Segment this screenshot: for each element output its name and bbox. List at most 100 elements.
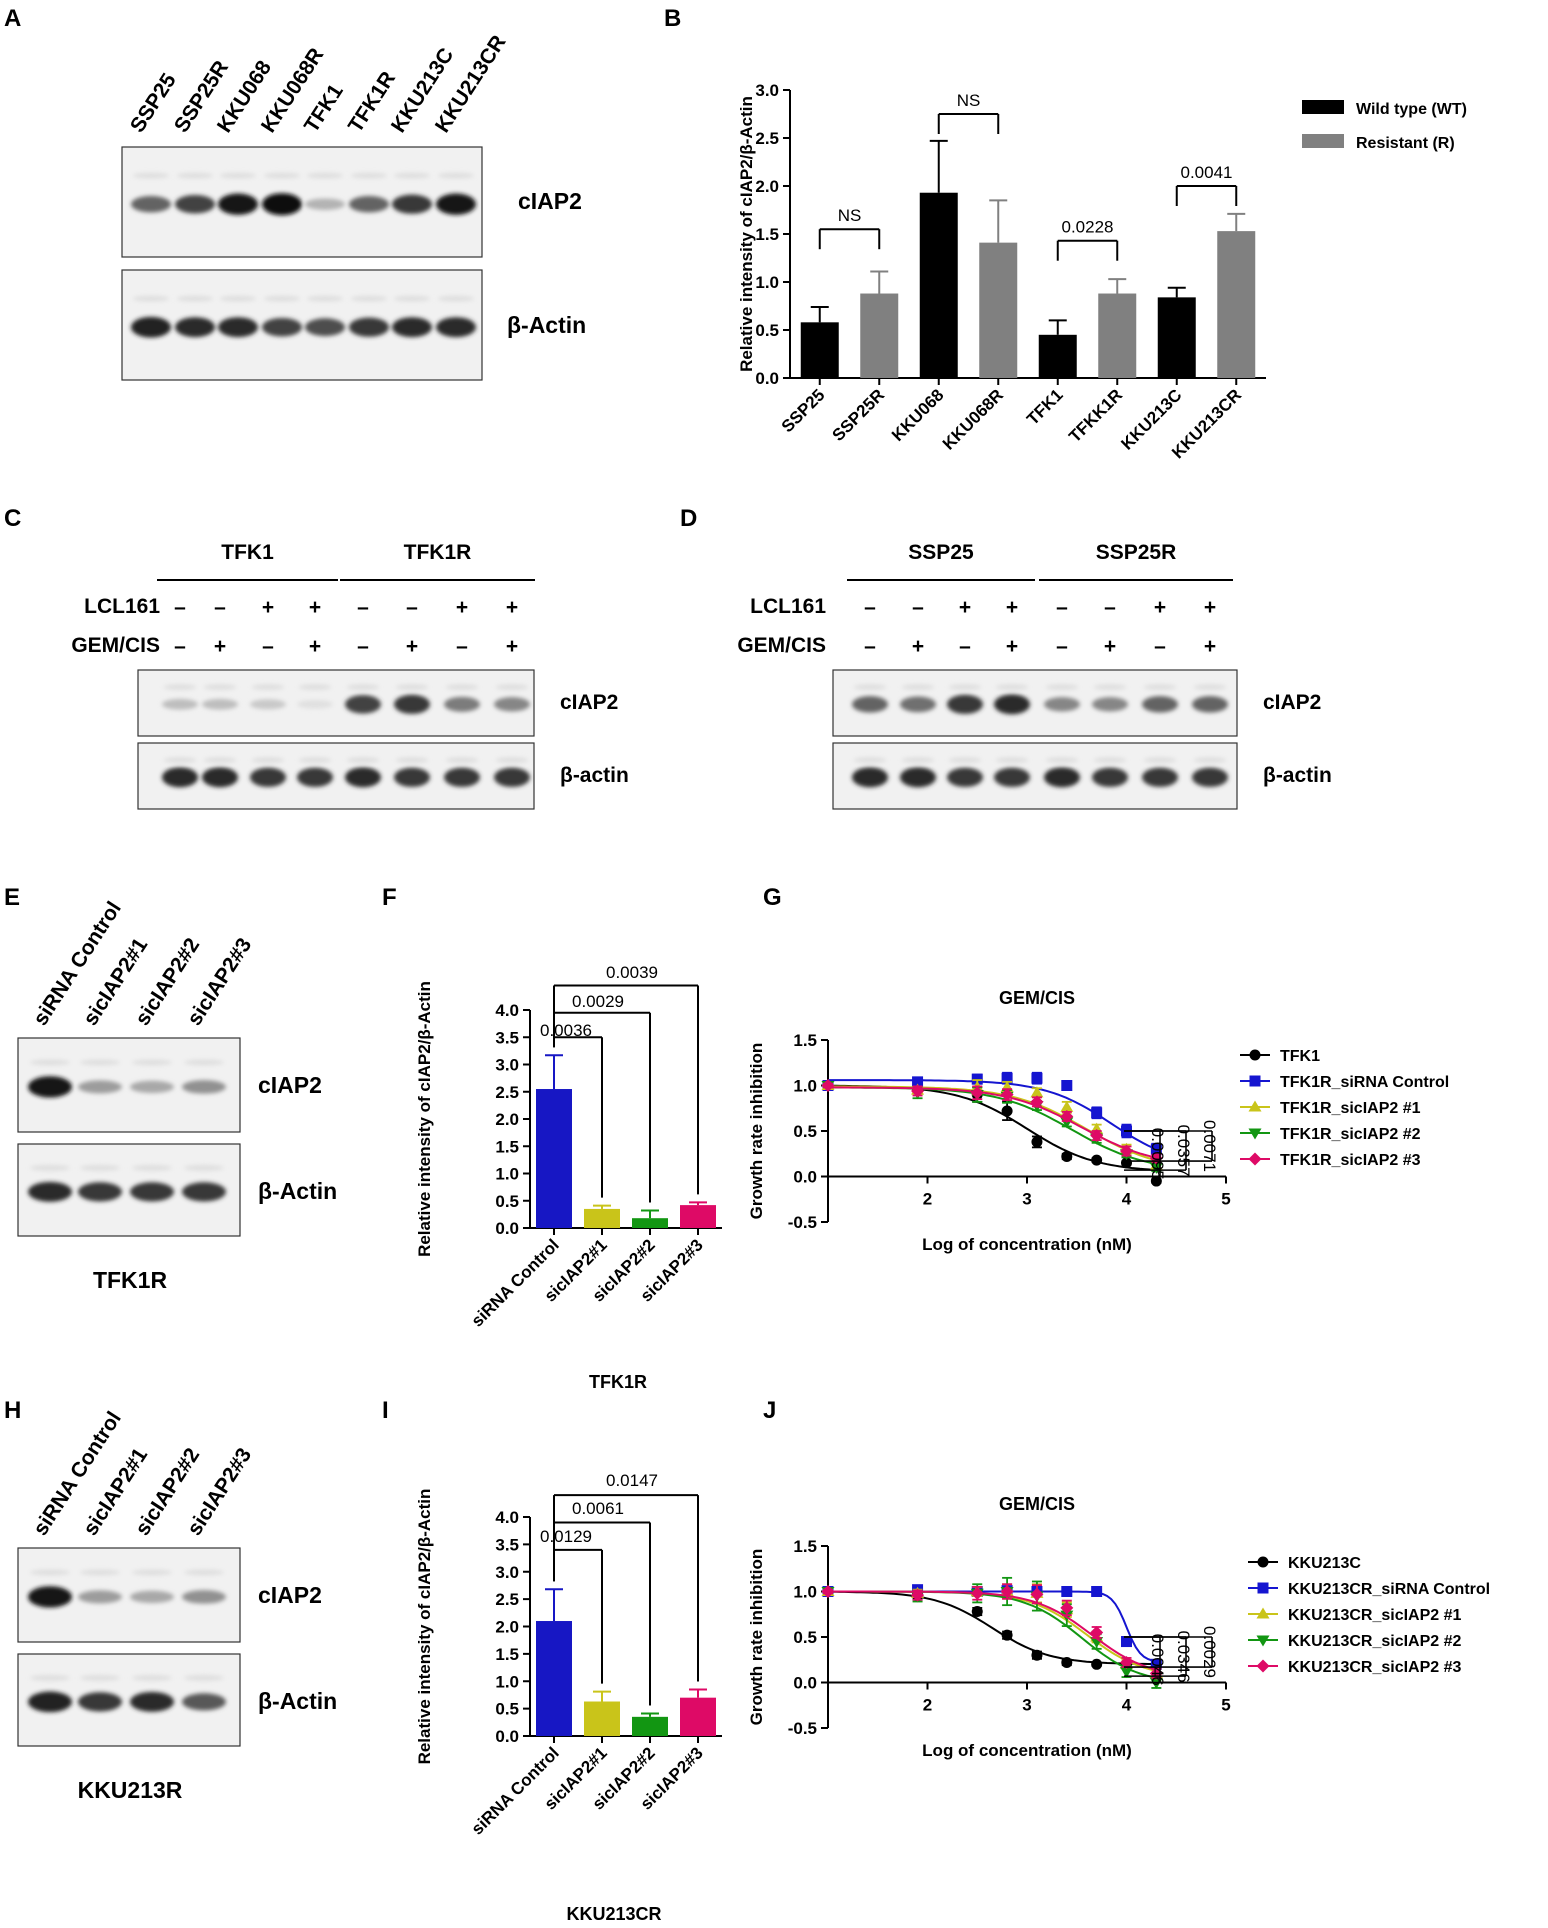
blot-d-cond-label-0: LCL161	[750, 595, 826, 618]
chart-f-comparison-label-2: 0.0039	[606, 963, 658, 982]
blot-a-actin-faint-5	[350, 295, 388, 302]
blot-d-actin-band-6	[1142, 767, 1178, 787]
blot-c-cIAP2-band-7	[494, 697, 530, 712]
chart-i-y-tick-label: 3.5	[495, 1535, 519, 1554]
chart-i-y-tick-label: 3.0	[495, 1563, 519, 1582]
chart-j-point-4-5	[1060, 1601, 1074, 1615]
blot-c-cIAP2-band-6	[444, 696, 480, 712]
chart-j-point-3-7	[1120, 1667, 1133, 1679]
blot-e-cIAP2-faint-1	[80, 1059, 120, 1066]
blot-a-cIAP2-bands	[131, 172, 476, 216]
chart-f-bar-1	[584, 1208, 620, 1228]
chart-j-point-1-6	[1091, 1586, 1103, 1597]
chart-i-y-tick-label: 0.0	[495, 1727, 519, 1746]
chart-j-x-tick-label: 2	[923, 1696, 932, 1715]
blot-h-cIAP2	[17, 1547, 241, 1643]
chart-j-fit-curve-2	[828, 1590, 1157, 1672]
chart-g-x-axis-label: Log of concentration (nM)	[922, 1235, 1132, 1254]
blot-h-caption: KKU213R	[78, 1777, 183, 1803]
blot-c-gemcis-sign: +	[214, 635, 226, 658]
blot-d-actin-faint-5	[1093, 757, 1127, 764]
chart-j-legend-label-2: KKU213CR_sicIAP2 #1	[1288, 1607, 1462, 1624]
chart-j-y-tick-label: 0.5	[793, 1628, 817, 1647]
chart-f-y-tick-label: 4.0	[495, 1001, 519, 1020]
chart-j-bracket-label-1: 0.0346	[1174, 1631, 1193, 1683]
chart-i-y-tick-label: 4.0	[495, 1508, 519, 1527]
blot-c-cIAP2-faint-0	[163, 684, 197, 691]
blot-d-actin-faint-4	[1045, 757, 1079, 764]
blot-c-cIAP2-band-0	[162, 698, 198, 710]
blot-a-actin-band-6	[392, 317, 432, 338]
chart-b-legend-swatch-0	[1302, 100, 1344, 114]
chart-j-bracket-label-2: 0.0029	[1200, 1626, 1219, 1678]
blot-c-cIAP2-band-5	[394, 694, 430, 714]
blot-c-actin-label: β-actin	[560, 764, 629, 787]
chart-j-point-4-0	[821, 1585, 835, 1598]
blot-d-gemcis-sign: –	[1056, 635, 1068, 658]
chart-g-point-1-2	[971, 1073, 983, 1085]
blot-a-actin-faint-2	[219, 295, 257, 302]
chart-f-y-tick-label: 1.5	[495, 1137, 519, 1156]
blot-c-actin-faint-1	[203, 757, 237, 764]
blot-d-cIAP2-bands	[852, 684, 1228, 715]
blot-a-cIAP2-faint-0	[132, 172, 170, 179]
chart-g-y-tick-label: -0.5	[788, 1213, 817, 1232]
chart-f-y-tick-label: 2.5	[495, 1083, 519, 1102]
chart-g-y-tick-label: 1.0	[793, 1077, 817, 1096]
chart-g-legend-label-0: TFK1	[1280, 1048, 1320, 1065]
chart-j-y-tick-label: 1.0	[793, 1583, 817, 1602]
chart-j-legend-label-0: KKU213C	[1288, 1555, 1361, 1572]
chart-f-y-tick-label: 1.0	[495, 1165, 519, 1184]
blot-c-lcl161-sign: +	[506, 596, 518, 619]
chart-j-point-4-6	[1090, 1625, 1104, 1639]
chart-j-point-1-7	[1121, 1636, 1132, 1648]
chart-j-legend-label-1: KKU213CR_siRNA Control	[1288, 1581, 1490, 1598]
chart-b-legend-swatch-1	[1302, 134, 1344, 148]
chart-g-x-tick-label: 5	[1221, 1190, 1230, 1209]
panel-letter-j: J	[763, 1397, 776, 1424]
chart-b-bar-7	[1217, 231, 1256, 378]
chart-b-comparison-label-0: NS	[838, 206, 862, 225]
blot-e-actin-faint-1	[80, 1164, 120, 1171]
chart-b-bar-6	[1157, 297, 1196, 378]
chart-j-legend-marker-2	[1256, 1607, 1270, 1619]
blot-a-cIAP2-band-6	[392, 194, 432, 214]
chart-g-point-0-3	[1001, 1105, 1013, 1117]
chart-i-bar-2	[632, 1716, 668, 1736]
chart-j-x-tick-label: 5	[1221, 1696, 1230, 1715]
chart-g-y-tick-label: 0.5	[793, 1122, 817, 1141]
blot-e-actin-faint-3	[184, 1164, 224, 1171]
chart-i-comparison-label-1: 0.0061	[572, 1499, 624, 1518]
chart-g-point-4-6	[1090, 1129, 1104, 1143]
blot-d-cIAP2-faint-3	[995, 684, 1029, 691]
blot-a-actin-faint-0	[132, 295, 170, 302]
blot-d-actin-band-4	[1044, 767, 1080, 788]
blot-d-gemcis-sign: +	[1104, 635, 1116, 658]
chart-j-point-0-2	[971, 1606, 983, 1618]
panel-letter-d: D	[680, 505, 697, 532]
chart-b-bar-5	[1098, 293, 1137, 378]
blot-c-actin-faint-0	[163, 757, 197, 764]
blot-c-lcl161-sign: –	[174, 596, 186, 619]
chart-b-y-tick-label: 1.5	[755, 225, 779, 244]
chart-j-point-1-8	[1150, 1658, 1162, 1670]
blot-h-cIAP2-faint-2	[132, 1569, 172, 1576]
chart-j-point-1-5	[1061, 1586, 1073, 1597]
blot-a-actin-faint-6	[393, 295, 431, 302]
chart-i-y-tick-label: 1.5	[495, 1645, 519, 1664]
blot-d-cIAP2-faint-6	[1143, 684, 1177, 691]
blot-a-actin-band-5	[349, 317, 389, 337]
blot-e-actin-faint-2	[132, 1164, 172, 1171]
blot-e-cIAP2	[17, 1037, 241, 1133]
chart-i-y-tick-label: 0.5	[495, 1700, 519, 1719]
blot-c-cIAP2-faint-1	[203, 684, 237, 691]
blot-d-cIAP2-faint-2	[948, 684, 982, 691]
blot-a-actin-label: β-Actin	[507, 312, 586, 338]
chart-b-comparison-label-1: NS	[957, 91, 981, 110]
chart-f: 0.0 0.5 1.0 1.5 2.0 2.5 3.0 3.5 4.0 Relative inte…	[415, 963, 722, 1392]
chart-j-y-tick-label: 1.5	[793, 1537, 817, 1556]
blot-d-cIAP2-band-7	[1192, 696, 1228, 713]
blot-d-actin-faint-6	[1143, 757, 1177, 764]
chart-b-bar-2	[919, 192, 958, 378]
